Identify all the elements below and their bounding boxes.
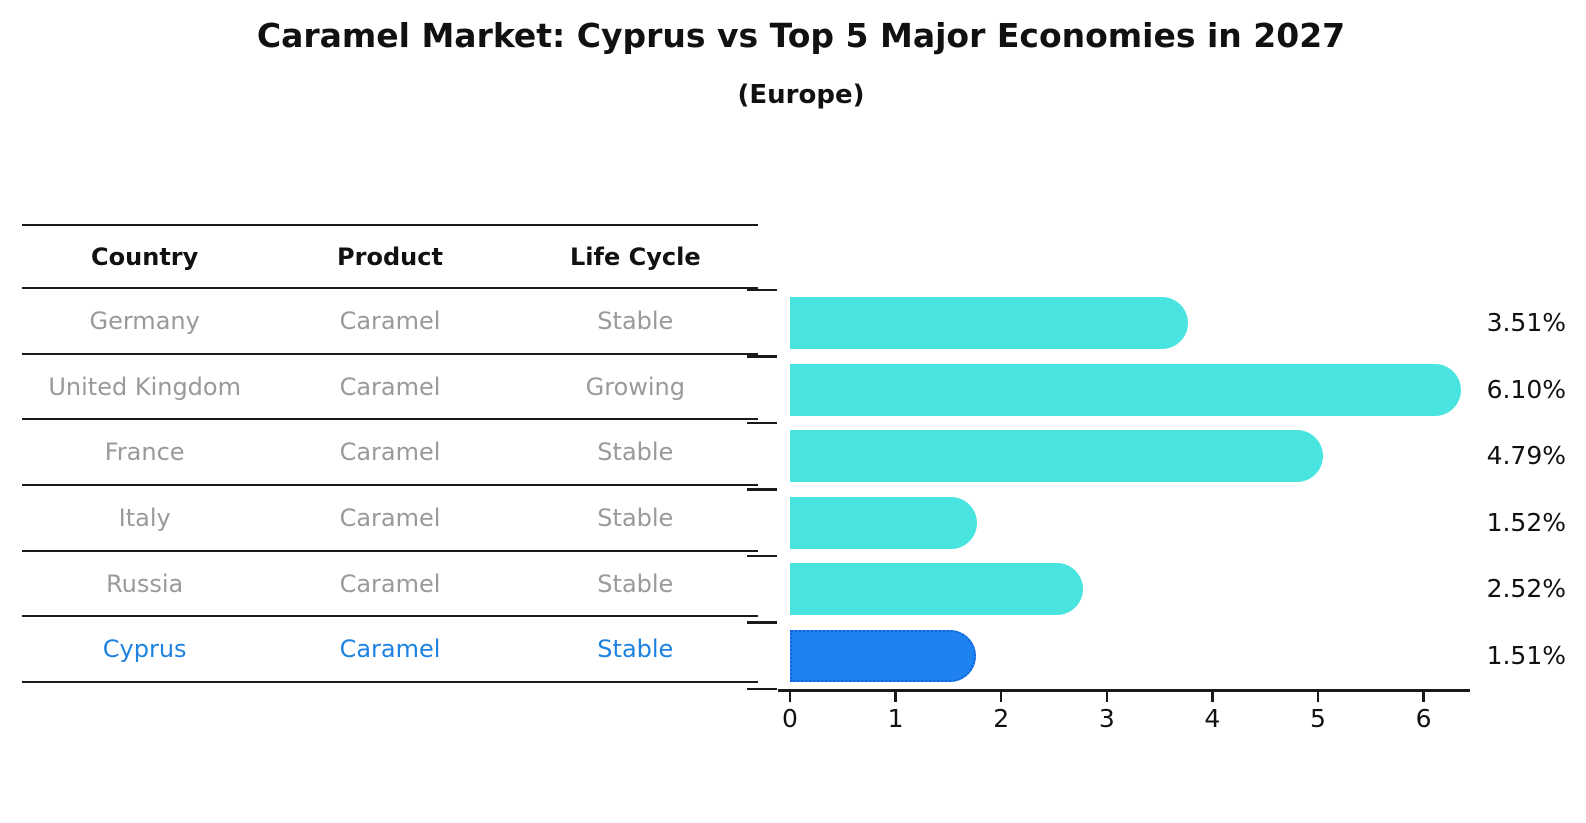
column-header-product: Product [337,242,443,271]
y-tick-mark [747,288,777,292]
chart-title: Caramel Market: Cyprus vs Top 5 Major Ec… [256,16,1346,55]
y-tick-mark [747,355,777,358]
table-body: Germany Caramel Stable United Kingdom Carame… [22,289,758,684]
table-cell-country: Cyprus [102,635,187,664]
table-row-france: France Caramel Stable [22,420,758,487]
bar-value-label: 1.52% [1486,507,1566,537]
table-header-row: Country Product Life Cycle [22,226,758,289]
chart-subtitle: (Europe) [737,80,865,110]
table-cell-product: Caramel [339,438,441,467]
bar-value-label: 3.51% [1486,308,1566,338]
bar-value-label: 4.79% [1486,441,1566,471]
table-cell-life-cycle: Stable [597,635,674,664]
country-table: Country Product Life Cycle Germany Carame… [22,224,758,684]
bar-cyprus [790,629,977,682]
table-cell-life-cycle: Stable [597,569,674,598]
bar-value-label: 1.51% [1486,640,1566,670]
x-tick-label: 2 [993,704,1010,733]
table-cell-life-cycle: Stable [597,306,674,335]
x-tick-label: 5 [1309,704,1326,733]
table-row-united-kingdom: United Kingdom Caramel Growing [22,355,758,421]
x-tick-label: 6 [1415,704,1432,733]
x-tick-mark [1422,692,1425,702]
x-tick-mark [999,692,1003,702]
table-cell-country: United Kingdom [48,372,241,401]
x-tick-mark [894,692,897,702]
y-tick-mark [747,687,777,691]
x-tick-mark [788,692,792,702]
table-cell-life-cycle: Stable [597,503,674,532]
x-tick-mark [1105,692,1109,702]
x-tick-mark [1316,692,1320,702]
y-tick-mark [747,554,777,558]
table-cell-country: Germany [89,306,200,335]
x-tick-label: 1 [887,704,904,733]
table-cell-product: Caramel [339,306,441,335]
column-header-life-cycle: Life Cycle [570,242,701,271]
bar-italy [790,496,978,549]
table-cell-product: Caramel [339,503,441,532]
x-tick-label: 0 [782,704,798,733]
table-cell-country: France [104,438,185,467]
table-cell-product: Caramel [339,635,441,664]
table-cell-country: Russia [106,569,184,598]
bar-russia [790,563,1084,616]
bar-value-label: 6.10% [1486,374,1566,404]
table-cell-country: Italy [118,503,171,532]
column-header-country: Country [91,242,199,271]
x-tick-mark [1211,692,1214,702]
x-tick-label: 4 [1204,704,1221,733]
bar-value-label: 2.52% [1486,574,1566,604]
table-cell-life-cycle: Stable [597,438,674,467]
table-row-russia: Russia Caramel Stable [22,552,758,618]
table-cell-life-cycle: Growing [585,372,685,401]
table-row-cyprus: Cyprus Caramel Stable [22,617,758,684]
table-row-italy: Italy Caramel Stable [22,486,758,552]
bar-united-kingdom [790,363,1462,416]
x-tick-label: 3 [1098,704,1115,733]
table-cell-product: Caramel [339,569,441,598]
y-tick-mark [747,621,777,624]
table-cell-product: Caramel [339,372,441,401]
bar-france [790,430,1323,483]
table-row-germany: Germany Caramel Stable [22,289,758,355]
y-tick-mark [747,488,777,491]
x-axis [778,689,1470,692]
bar-germany [790,297,1188,350]
y-tick-mark [747,421,777,425]
